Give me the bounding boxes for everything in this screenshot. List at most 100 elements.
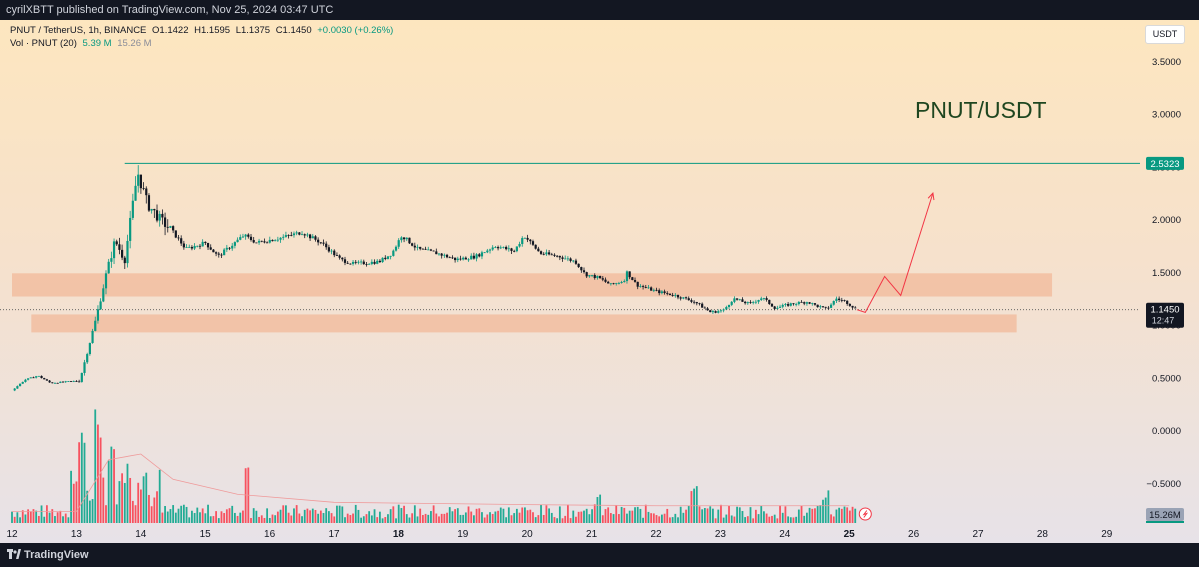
volume-bar xyxy=(193,512,196,523)
volume-bar xyxy=(13,516,16,523)
candle-body xyxy=(768,299,771,305)
candle-body xyxy=(472,255,476,259)
candle-body xyxy=(139,174,143,189)
volume-bar xyxy=(607,507,610,523)
volume-bar xyxy=(131,500,134,523)
chart-area[interactable]: PNUT/USDT3.50003.00002.50002.00001.50001… xyxy=(0,20,1199,543)
candle-body xyxy=(682,297,685,299)
volume-bar xyxy=(72,483,75,523)
candle-body xyxy=(757,299,760,302)
candle-body xyxy=(744,301,747,304)
price-tick-label: 0.5000 xyxy=(1152,373,1181,384)
volume-bar xyxy=(217,518,220,523)
candle-body xyxy=(319,242,322,244)
volume-bar xyxy=(566,504,569,523)
time-tick-label: 28 xyxy=(1037,529,1049,540)
candle-body xyxy=(298,232,301,235)
candle-body xyxy=(735,298,739,300)
volume-bar xyxy=(319,510,322,523)
volume-bar xyxy=(588,514,591,523)
volume-value: 5.39 M xyxy=(82,38,112,49)
volume-bar xyxy=(215,511,217,523)
volume-bar xyxy=(599,494,602,523)
volume-bar xyxy=(148,494,150,523)
candle-body xyxy=(110,258,113,262)
candle-body xyxy=(155,210,159,221)
volume-bar xyxy=(295,505,298,523)
candle-body xyxy=(295,232,298,234)
candle-body xyxy=(727,304,731,308)
candle-body xyxy=(824,306,827,308)
candle-body xyxy=(252,239,255,243)
volume-bar xyxy=(451,511,454,523)
candle-body xyxy=(18,383,22,387)
volume-bar xyxy=(56,512,59,523)
candle-body xyxy=(843,300,846,301)
candle-body xyxy=(263,241,266,243)
candle-body xyxy=(384,257,387,259)
volume-bar xyxy=(239,512,242,523)
volume-bar xyxy=(341,506,344,523)
candle-body xyxy=(35,376,38,378)
volume-bar xyxy=(507,507,510,523)
volume-bar xyxy=(835,509,838,523)
candle-body xyxy=(378,260,382,263)
candle-body xyxy=(408,237,411,244)
volume-bar xyxy=(156,491,158,523)
currency-selector[interactable]: USDT xyxy=(1145,25,1185,44)
volume-bar xyxy=(752,518,755,523)
volume-bar xyxy=(760,505,763,523)
candle-body xyxy=(813,303,817,305)
candle-body xyxy=(488,249,492,251)
candle-body xyxy=(276,239,279,241)
volume-bar xyxy=(411,513,414,523)
volume-bar xyxy=(459,514,462,523)
volume-bar xyxy=(832,516,835,523)
volume-bar xyxy=(153,497,156,523)
candle-body xyxy=(518,244,521,247)
candle-body xyxy=(300,234,304,236)
change-value: +0.0030 (+0.26%) xyxy=(317,25,394,36)
volume-bar xyxy=(779,505,781,523)
candle-body xyxy=(746,302,749,304)
candle-body xyxy=(615,283,618,285)
candle-body xyxy=(59,381,62,383)
volume-bar xyxy=(91,499,94,523)
candle-body xyxy=(663,291,666,294)
candle-body xyxy=(792,303,795,305)
volume-bar xyxy=(714,518,717,523)
volume-bar xyxy=(814,508,816,523)
volume-bar xyxy=(795,516,798,523)
volume-bar xyxy=(717,509,720,523)
volume-bar xyxy=(43,516,46,523)
resistance-tag-bg xyxy=(1146,156,1184,170)
volume-bar xyxy=(626,513,628,523)
volume-bar xyxy=(647,511,650,523)
candle-body xyxy=(260,240,263,242)
volume-bar xyxy=(542,514,545,523)
volume-bar xyxy=(644,504,647,523)
candle-body xyxy=(690,300,693,302)
volume-bar xyxy=(250,518,252,523)
candle-body xyxy=(588,275,591,277)
price-chart[interactable]: PNUT/USDT3.50003.00002.50002.00001.50001… xyxy=(0,20,1199,543)
candle-body xyxy=(174,230,177,238)
candle-body xyxy=(182,243,185,248)
candle-body xyxy=(354,261,357,263)
candle-body xyxy=(679,297,682,299)
volume-bar xyxy=(99,437,102,523)
volume-bar xyxy=(97,424,99,523)
volume-bar xyxy=(687,505,690,523)
candle-body xyxy=(190,246,194,249)
candle-body xyxy=(386,256,390,259)
candle-body xyxy=(596,275,599,279)
projection-arrowhead xyxy=(927,192,935,201)
candle-body xyxy=(163,217,167,227)
candle-body xyxy=(623,281,626,283)
time-tick-label: 26 xyxy=(908,529,920,540)
candle-body xyxy=(147,195,151,211)
candle-body xyxy=(333,250,336,256)
volume-bar xyxy=(408,517,411,523)
candle-body xyxy=(212,249,215,253)
volume-bar xyxy=(142,476,145,523)
